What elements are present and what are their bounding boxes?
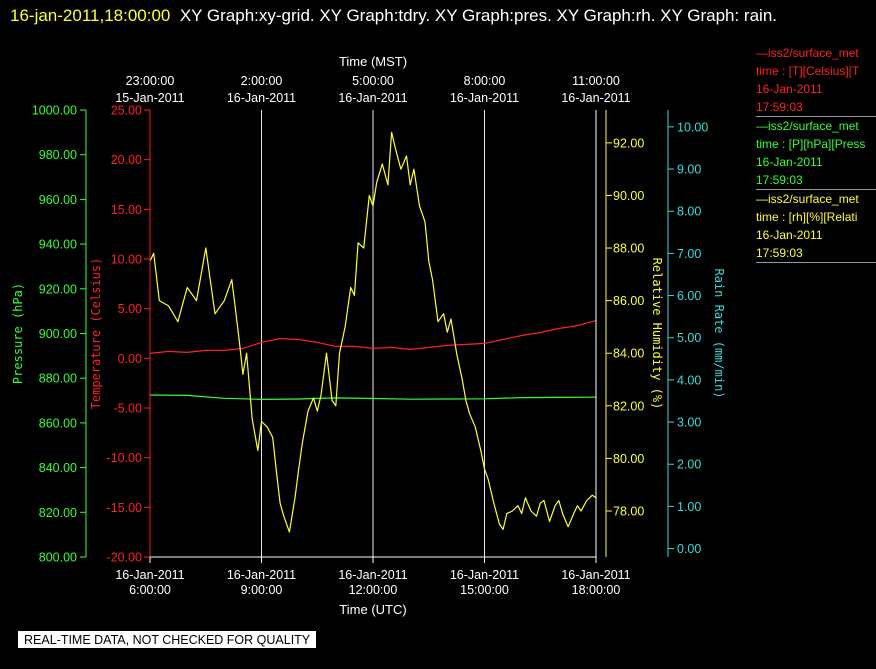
top-tick-time-4: 11:00:00 xyxy=(572,74,620,88)
temperature-tick-label-6: 10.00 xyxy=(111,253,142,267)
legend-entry-tdry-date: 16-Jan-2011 xyxy=(756,82,823,96)
humidity-axis-label: Relative Humidity (%) xyxy=(650,258,664,410)
temperature-tick-label-3: -5.00 xyxy=(114,402,143,416)
legend-entry-pres-date: 16-Jan-2011 xyxy=(756,155,823,169)
temperature-tick-label-5: 5.00 xyxy=(118,302,142,316)
rain-tick-label-0: 0.00 xyxy=(677,542,701,556)
pressure-tick-label-5: 900.00 xyxy=(39,327,77,341)
humidity-tick-label-1: 80.00 xyxy=(613,452,644,466)
pressure-axis-label: Pressure (hPa) xyxy=(11,283,25,384)
legend-entry-pres: —iss2/surface_met time : [P][hPa][Press … xyxy=(756,117,876,190)
x-axis-label-utc: Time (UTC) xyxy=(339,602,406,617)
x-tick-date-2: 16-Jan-2011 xyxy=(338,568,407,582)
temperature-tick-label-0: -20.00 xyxy=(107,551,142,565)
pressure-tick-label-4: 880.00 xyxy=(39,372,77,386)
page-title: 16-jan-2011,18:00:00 XY Graph:xy-grid. X… xyxy=(10,2,870,29)
rain-tick-label-3: 3.00 xyxy=(677,416,701,430)
rain-tick-label-4: 4.00 xyxy=(677,373,701,387)
x-tick-date-4: 16-Jan-2011 xyxy=(561,568,630,582)
legend: —iss2/surface_met time : [T][Celsius][T … xyxy=(756,44,876,270)
top-tick-time-2: 5:00:00 xyxy=(352,74,394,88)
pressure-tick-label-0: 800.00 xyxy=(39,551,77,565)
rain-tick-label-1: 1.00 xyxy=(677,500,701,514)
rain-tick-label-8: 8.00 xyxy=(677,205,701,219)
top-tick-date-4: 16-Jan-2011 xyxy=(561,91,630,105)
pressure-tick-label-10: 1000.00 xyxy=(32,104,77,118)
x-tick-time-4: 18:00:00 xyxy=(572,583,621,597)
x-tick-time-3: 15:00:00 xyxy=(460,583,509,597)
x-tick-date-3: 16-Jan-2011 xyxy=(450,568,519,582)
pressure-tick-label-3: 860.00 xyxy=(39,416,77,430)
legend-entry-tdry-source: —iss2/surface_met xyxy=(756,46,859,60)
humidity-tick-label-7: 92.00 xyxy=(613,136,644,150)
top-tick-date-3: 16-Jan-2011 xyxy=(450,91,519,105)
legend-entry-rh-field: time : [rh][%][Relati xyxy=(756,210,858,224)
rain-tick-label-5: 5.00 xyxy=(677,331,701,345)
legend-entry-rh-source: —iss2/surface_met xyxy=(756,192,859,206)
x-tick-time-2: 12:00:00 xyxy=(349,583,398,597)
x-tick-time-0: 6:00:00 xyxy=(129,583,171,597)
legend-entry-rh: —iss2/surface_met time : [rh][%][Relati … xyxy=(756,190,876,263)
humidity-tick-label-4: 86.00 xyxy=(613,294,644,308)
pressure-tick-label-7: 940.00 xyxy=(39,238,77,252)
axes: 16-Jan-20116:00:0016-Jan-20119:00:0016-J… xyxy=(11,54,726,617)
temperature-tick-label-7: 15.00 xyxy=(111,203,142,217)
temperature-tick-label-9: 25.00 xyxy=(111,104,142,118)
x-axis-label-mst: Time (MST) xyxy=(339,54,407,69)
top-tick-time-3: 8:00:00 xyxy=(464,74,506,88)
rain-tick-label-9: 9.00 xyxy=(677,163,701,177)
pressure-tick-label-8: 960.00 xyxy=(39,193,77,207)
legend-entry-pres-source: —iss2/surface_met xyxy=(756,119,859,133)
pressure-tick-label-6: 920.00 xyxy=(39,282,77,296)
top-tick-time-1: 2:00:00 xyxy=(241,74,283,88)
rain-tick-label-7: 7.00 xyxy=(677,247,701,261)
rain-tick-label-2: 2.00 xyxy=(677,458,701,472)
legend-entry-tdry-time: 17:59:03 xyxy=(756,100,803,114)
grid-lines xyxy=(261,110,485,557)
rain-tick-label-6: 6.00 xyxy=(677,289,701,303)
rain-tick-label-10: 10.00 xyxy=(677,120,708,134)
rain-axis-label: Rain Rate (mm/min) xyxy=(712,268,726,398)
title-timestamp: 16-jan-2011,18:00:00 xyxy=(10,6,171,25)
humidity-tick-label-2: 82.00 xyxy=(613,399,644,413)
legend-entry-tdry-field: time : [T][Celsius][T xyxy=(756,64,860,78)
pressure-tick-label-9: 980.00 xyxy=(39,148,77,162)
legend-entry-rh-time: 17:59:03 xyxy=(756,246,803,260)
humidity-tick-label-3: 84.00 xyxy=(613,347,644,361)
temperature-tick-label-4: 0.00 xyxy=(118,352,142,366)
legend-entry-tdry: —iss2/surface_met time : [T][Celsius][T … xyxy=(756,44,876,117)
humidity-tick-label-5: 88.00 xyxy=(613,242,644,256)
temperature-tick-label-1: -15.00 xyxy=(107,501,142,515)
series-line-humidity xyxy=(149,131,597,533)
pressure-tick-label-2: 840.00 xyxy=(39,461,77,475)
x-tick-date-0: 16-Jan-2011 xyxy=(115,568,184,582)
top-tick-time-0: 23:00:00 xyxy=(126,74,175,88)
pressure-tick-label-1: 820.00 xyxy=(39,506,77,520)
legend-entry-rh-date: 16-Jan-2011 xyxy=(756,228,823,242)
temperature-tick-label-8: 20.00 xyxy=(111,153,142,167)
legend-entry-pres-field: time : [P][hPa][Press xyxy=(756,137,866,151)
top-tick-date-0: 15-Jan-2011 xyxy=(115,91,184,105)
humidity-tick-label-6: 90.00 xyxy=(613,189,644,203)
x-tick-time-1: 9:00:00 xyxy=(241,583,283,597)
series-line-pressure xyxy=(149,394,597,400)
humidity-tick-label-0: 78.00 xyxy=(613,504,644,518)
top-tick-date-2: 16-Jan-2011 xyxy=(338,91,407,105)
temperature-tick-label-2: -10.00 xyxy=(107,451,142,465)
legend-entry-pres-time: 17:59:03 xyxy=(756,173,803,187)
series-line-temperature xyxy=(149,320,597,354)
title-text: XY Graph:xy-grid. XY Graph:tdry. XY Grap… xyxy=(179,6,778,25)
quality-notice: REAL-TIME DATA, NOT CHECKED FOR QUALITY xyxy=(18,631,317,648)
x-tick-date-1: 16-Jan-2011 xyxy=(227,568,296,582)
top-tick-date-1: 16-Jan-2011 xyxy=(227,91,296,105)
series-lines xyxy=(149,131,597,533)
temperature-axis-label: Temperature (Celsius) xyxy=(89,258,103,410)
